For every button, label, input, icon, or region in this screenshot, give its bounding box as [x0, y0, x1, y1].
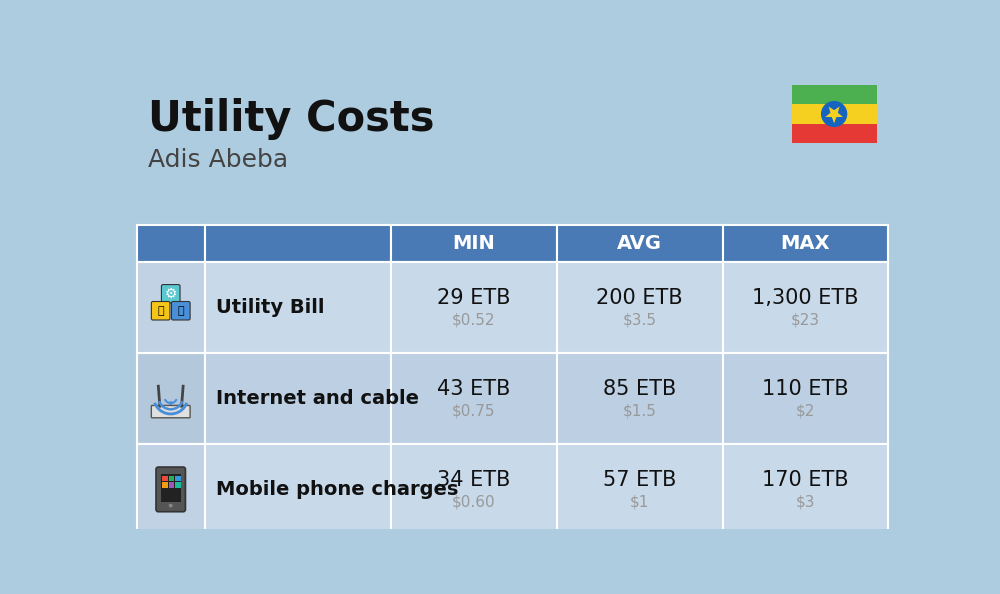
Bar — [792, 105, 877, 124]
Text: $2: $2 — [796, 403, 815, 418]
Bar — [162, 476, 168, 481]
Text: Utility Costs: Utility Costs — [148, 98, 435, 140]
Bar — [169, 482, 174, 488]
FancyBboxPatch shape — [161, 285, 180, 303]
Bar — [205, 353, 391, 444]
Text: $1.5: $1.5 — [623, 403, 657, 418]
Text: 43 ETB: 43 ETB — [437, 380, 510, 399]
Bar — [792, 124, 877, 143]
Text: 🔌: 🔌 — [157, 306, 164, 316]
Bar — [175, 482, 181, 488]
Bar — [557, 262, 723, 353]
Bar — [792, 85, 877, 105]
Text: $0.60: $0.60 — [452, 494, 496, 509]
Bar — [137, 225, 205, 262]
Text: ⚙: ⚙ — [164, 287, 177, 301]
Bar — [137, 353, 205, 444]
Text: $3: $3 — [796, 494, 815, 509]
Text: $0.52: $0.52 — [452, 312, 496, 327]
Polygon shape — [825, 106, 843, 124]
Text: $1: $1 — [630, 494, 649, 509]
Text: 💧: 💧 — [177, 306, 184, 316]
Bar — [557, 225, 723, 262]
Bar — [723, 444, 888, 535]
Text: 57 ETB: 57 ETB — [603, 470, 676, 490]
Bar — [161, 474, 181, 502]
Text: 34 ETB: 34 ETB — [437, 470, 510, 490]
Text: 170 ETB: 170 ETB — [762, 470, 849, 490]
Bar — [391, 353, 557, 444]
Bar — [205, 262, 391, 353]
Text: MIN: MIN — [452, 234, 495, 253]
Bar — [175, 476, 181, 481]
Text: 110 ETB: 110 ETB — [762, 380, 849, 399]
Bar — [723, 353, 888, 444]
Bar — [391, 225, 557, 262]
Bar — [391, 444, 557, 535]
FancyBboxPatch shape — [151, 406, 190, 418]
Text: Mobile phone charges: Mobile phone charges — [216, 480, 459, 499]
Bar — [169, 476, 174, 481]
FancyBboxPatch shape — [156, 467, 185, 511]
Bar — [137, 444, 205, 535]
Text: $3.5: $3.5 — [623, 312, 657, 327]
Bar — [557, 353, 723, 444]
Bar — [205, 444, 391, 535]
FancyBboxPatch shape — [172, 302, 190, 320]
Text: $23: $23 — [791, 312, 820, 327]
Text: 29 ETB: 29 ETB — [437, 289, 511, 308]
FancyBboxPatch shape — [151, 302, 170, 320]
Circle shape — [821, 101, 847, 127]
Bar — [723, 225, 888, 262]
Text: 1,300 ETB: 1,300 ETB — [752, 289, 859, 308]
Text: Utility Bill: Utility Bill — [216, 298, 325, 317]
Bar — [162, 482, 168, 488]
Circle shape — [169, 401, 173, 405]
Bar — [137, 262, 205, 353]
Bar — [391, 262, 557, 353]
Bar — [557, 444, 723, 535]
Bar — [205, 225, 391, 262]
Text: Internet and cable: Internet and cable — [216, 389, 419, 408]
Text: 200 ETB: 200 ETB — [596, 289, 683, 308]
Text: $0.75: $0.75 — [452, 403, 496, 418]
Text: Adis Abeba: Adis Abeba — [148, 148, 288, 172]
Bar — [723, 262, 888, 353]
Text: 85 ETB: 85 ETB — [603, 380, 676, 399]
Circle shape — [168, 503, 173, 508]
Text: AVG: AVG — [617, 234, 662, 253]
Text: MAX: MAX — [781, 234, 830, 253]
